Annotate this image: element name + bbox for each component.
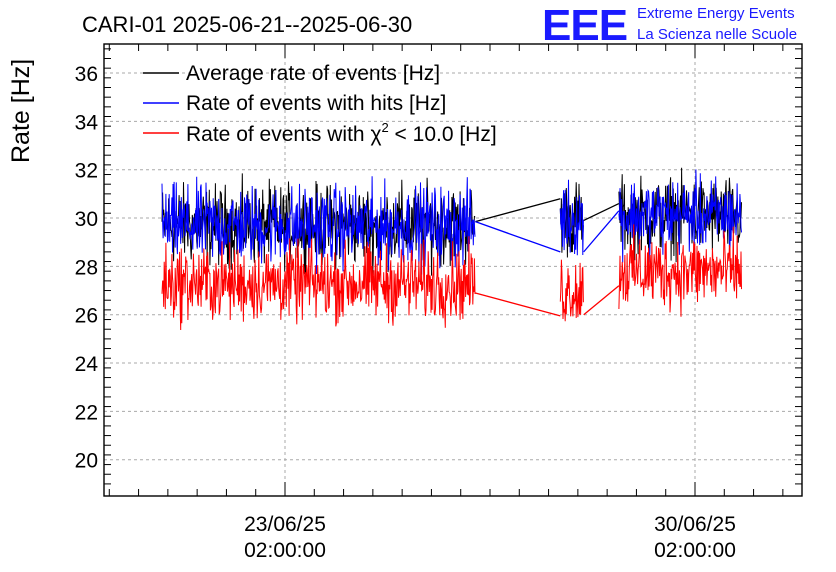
- tick-labels: 20 22 24 26 28 30 32 34 36 23/06/25 02:00:00 30/06/…: [75, 63, 736, 562]
- series-layer: [161, 167, 742, 331]
- axes: [103, 43, 803, 497]
- y-tick-label: 24: [75, 353, 99, 376]
- eee-logo: EEE: [542, 1, 627, 50]
- y-tick-label: 36: [75, 63, 98, 86]
- plot-frame: [103, 43, 803, 497]
- legend: Average rate of events [Hz] Rate of even…: [143, 62, 497, 146]
- gap-line: [583, 210, 620, 253]
- gap-line: [583, 202, 620, 222]
- logo-line-2: La Scienza nelle Scuole: [637, 26, 797, 43]
- y-tick-label: 20: [75, 450, 98, 473]
- chart-title: CARI-01 2025-06-21--2025-06-30: [82, 12, 412, 37]
- series-2-segment-0: [161, 236, 476, 331]
- y-tick-label: 22: [75, 401, 98, 424]
- y-tick-label: 30: [75, 208, 98, 231]
- series-1-segment-1: [559, 179, 584, 256]
- gap-line: [475, 292, 561, 317]
- x-tick-time: 02:00:00: [244, 539, 326, 562]
- gap-line: [475, 221, 561, 253]
- x-tick-date: 23/06/25: [244, 513, 326, 536]
- y-tick-label: 28: [75, 256, 98, 279]
- legend-label-chi2: Rate of events with χ2 < 10.0 [Hz]: [186, 120, 497, 146]
- x-tick-date: 30/06/25: [654, 513, 736, 536]
- legend-chi2-sup: 2: [381, 120, 388, 135]
- gap-line: [583, 285, 620, 316]
- series-2-segment-1: [559, 259, 584, 322]
- logo-line-1: Extreme Energy Events: [637, 5, 795, 22]
- legend-label-average: Average rate of events [Hz]: [186, 62, 440, 85]
- series-1-segment-0: [161, 176, 476, 275]
- legend-label-hits: Rate of events with hits [Hz]: [186, 92, 446, 115]
- legend-chi2-post: < 10.0 [Hz]: [389, 123, 497, 146]
- gap-line: [475, 198, 561, 223]
- legend-chi2-symbol: χ: [370, 123, 381, 146]
- legend-chi2-pre: Rate of events with: [186, 123, 370, 146]
- y-tick-label: 34: [75, 111, 99, 134]
- series-2-segment-2: [618, 224, 742, 317]
- y-tick-label: 32: [75, 160, 98, 183]
- x-tick-time: 02:00:00: [654, 539, 736, 562]
- y-tick-label: 26: [75, 305, 98, 328]
- y-axis-label: Rate [Hz]: [7, 59, 35, 163]
